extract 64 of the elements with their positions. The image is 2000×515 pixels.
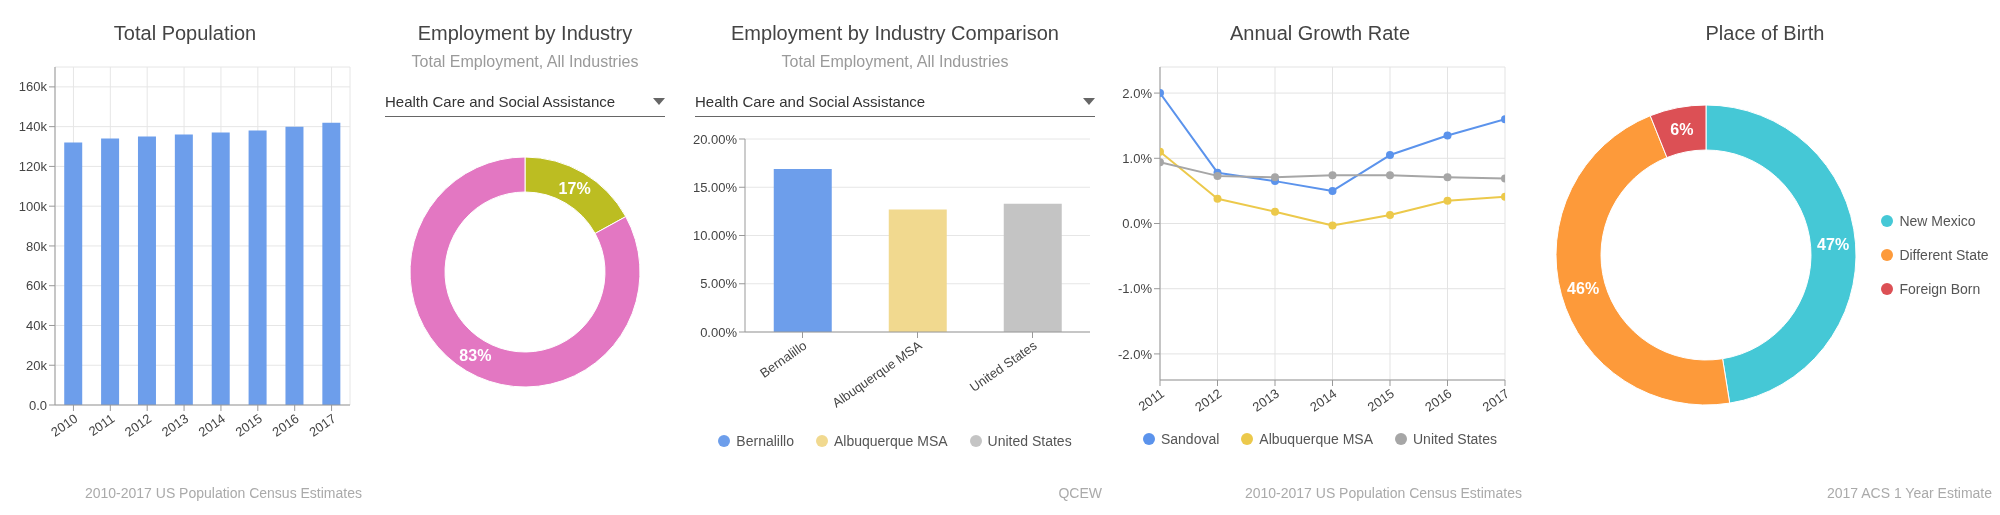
y-tick-label: 100k bbox=[18, 198, 48, 214]
legend-label: New Mexico bbox=[1899, 213, 1976, 229]
legend-label: Sandoval bbox=[1160, 431, 1220, 447]
bar bbox=[285, 126, 304, 405]
y-tick-label: 0.0 bbox=[28, 397, 47, 413]
bar bbox=[248, 130, 267, 405]
chart-title: Total Population bbox=[113, 22, 257, 45]
point bbox=[1271, 207, 1279, 216]
point bbox=[1328, 186, 1337, 195]
text: QCEW bbox=[1058, 485, 1102, 501]
point bbox=[1328, 171, 1337, 180]
y-tick-label: 2.0% bbox=[1122, 85, 1153, 101]
y-tick-label: 140k bbox=[18, 119, 48, 135]
text: 2017 ACS 1 Year Estimate bbox=[1827, 485, 1992, 501]
y-tick-label: 80k bbox=[26, 238, 48, 254]
y-tick-label: 0.00% bbox=[700, 324, 738, 340]
chart-title: Employment by Industry Comparison bbox=[731, 22, 1059, 45]
bar bbox=[211, 132, 230, 405]
legend-label: Different State bbox=[1899, 247, 1989, 263]
y-tick-label: 60k bbox=[26, 278, 48, 294]
y-tick-label: 40k bbox=[26, 318, 48, 334]
text: Health Care and Social Assistance bbox=[385, 93, 616, 110]
point bbox=[1328, 221, 1337, 230]
bar bbox=[322, 122, 341, 405]
point bbox=[1386, 151, 1394, 160]
y-tick-label: 20.00% bbox=[692, 131, 738, 147]
data-label: 83% bbox=[459, 347, 492, 365]
point bbox=[1443, 131, 1452, 140]
bar bbox=[64, 142, 83, 405]
bar bbox=[137, 136, 156, 405]
point bbox=[1386, 171, 1394, 180]
bar bbox=[101, 138, 120, 405]
y-tick-label: 0.0% bbox=[1122, 216, 1153, 232]
y-tick-label: 1.0% bbox=[1122, 150, 1153, 166]
point bbox=[1443, 173, 1452, 182]
y-tick-label: -2.0% bbox=[1118, 346, 1153, 362]
y-tick-label: 10.00% bbox=[692, 228, 738, 244]
x-tick-label: 2011 bbox=[85, 410, 118, 440]
text: Health Care and Social Assistance bbox=[695, 93, 926, 110]
x-tick-label: 2011 bbox=[1135, 385, 1168, 415]
text: 2010-2017 US Population Census Estimates bbox=[1244, 485, 1522, 501]
data-label: 46% bbox=[1567, 280, 1600, 298]
data-label: 47% bbox=[1817, 236, 1850, 254]
donut-slice bbox=[409, 156, 641, 388]
chart-title: Annual Growth Rate bbox=[1229, 22, 1411, 45]
point bbox=[1271, 173, 1279, 182]
data-label: 17% bbox=[558, 179, 591, 197]
point bbox=[1386, 211, 1394, 220]
y-tick-label: 5.00% bbox=[700, 276, 738, 292]
y-tick-label: 160k bbox=[18, 79, 48, 95]
y-tick-label: 120k bbox=[18, 159, 48, 175]
legend-label: Foreign Born bbox=[1899, 281, 1981, 297]
chart-title: Place of Birth bbox=[1705, 22, 1825, 45]
data-label: 6% bbox=[1670, 121, 1694, 139]
y-tick-label: 20k bbox=[26, 357, 48, 373]
chart-subtitle: Total Employment, All Industries bbox=[781, 53, 1009, 71]
chart-subtitle: Total Employment, All Industries bbox=[411, 53, 639, 71]
y-tick-label: -1.0% bbox=[1118, 281, 1153, 297]
y-tick-label: 15.00% bbox=[692, 179, 738, 195]
text: 2010-2017 US Population Census Estimates bbox=[84, 485, 362, 501]
point bbox=[1443, 196, 1452, 205]
chart-title: Employment by Industry bbox=[417, 22, 633, 45]
point bbox=[1213, 194, 1222, 203]
bar bbox=[174, 134, 193, 405]
